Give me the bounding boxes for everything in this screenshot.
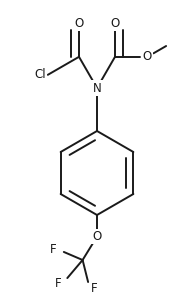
- Text: O: O: [143, 50, 152, 63]
- Text: O: O: [74, 17, 84, 30]
- Text: N: N: [93, 81, 101, 94]
- Text: F: F: [50, 243, 56, 256]
- Text: O: O: [110, 17, 120, 30]
- Text: Cl: Cl: [34, 68, 46, 81]
- Text: F: F: [55, 277, 62, 290]
- Text: O: O: [92, 230, 102, 243]
- Text: F: F: [91, 282, 97, 295]
